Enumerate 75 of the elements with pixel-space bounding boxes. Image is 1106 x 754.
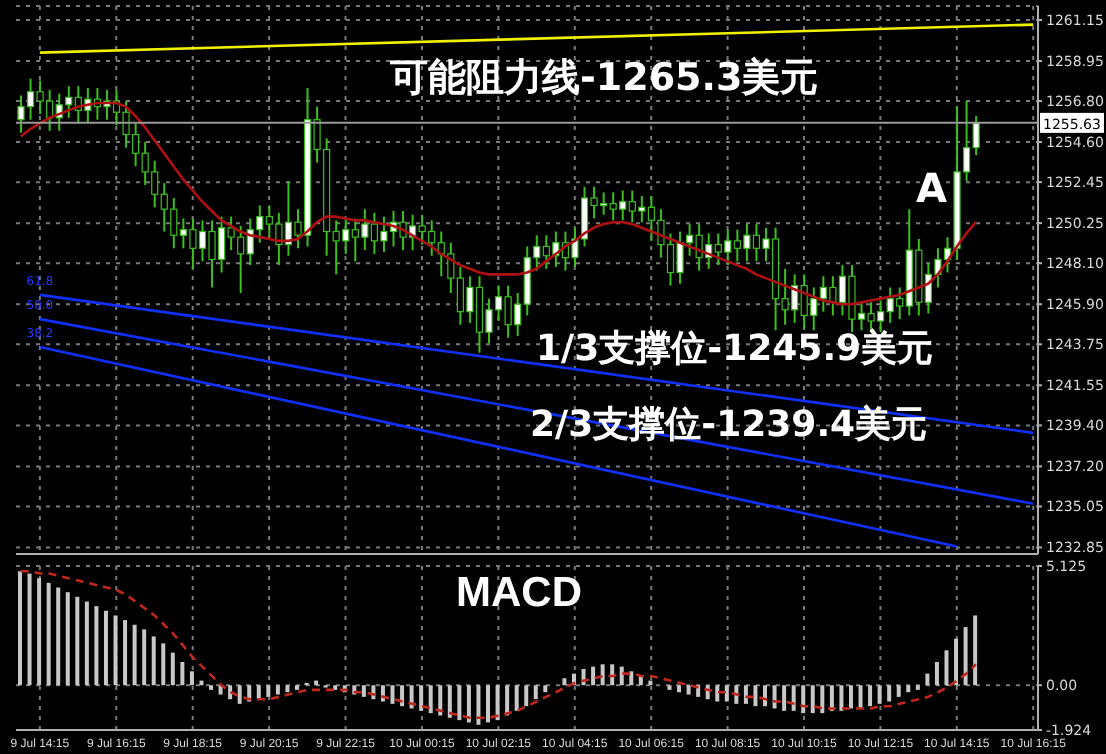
bar [132, 624, 137, 686]
bar [543, 685, 548, 693]
bar [600, 664, 605, 686]
bar [782, 685, 787, 711]
bar [142, 629, 147, 686]
bar [447, 685, 452, 718]
bar [753, 685, 758, 707]
bar [524, 685, 529, 707]
chart-title: MACD [454, 570, 584, 616]
bar [533, 685, 538, 700]
bar [810, 685, 815, 714]
annotation: 1/3支撑位-1245.9美元 [536, 328, 934, 370]
bar [103, 610, 108, 686]
bar [94, 606, 99, 686]
bar [428, 685, 433, 714]
bar [629, 671, 634, 686]
bar [256, 685, 261, 700]
bar [839, 685, 844, 711]
bar [228, 685, 233, 700]
bar [944, 650, 949, 686]
bar [963, 627, 968, 686]
bar [486, 685, 491, 723]
bar [677, 685, 682, 693]
bar [466, 685, 471, 723]
bar [715, 685, 720, 702]
bar [906, 685, 911, 693]
bar [266, 685, 271, 697]
bar [858, 685, 863, 709]
annotation: 可能阻力线-1265.3美元 [390, 56, 819, 100]
bar [27, 573, 32, 686]
bar [75, 596, 80, 686]
bar [237, 685, 242, 704]
bar [848, 685, 853, 709]
bar [801, 685, 806, 714]
bar [400, 685, 405, 707]
bar [954, 638, 959, 686]
bar [419, 685, 424, 711]
bar [887, 685, 892, 702]
bar [151, 636, 156, 686]
bar [18, 571, 22, 686]
bar [743, 685, 748, 704]
bar [180, 661, 185, 686]
bar [562, 678, 567, 686]
bar [791, 685, 796, 711]
bar [686, 685, 691, 695]
bar [113, 615, 118, 686]
line-series [19, 569, 978, 720]
bar [46, 582, 51, 686]
bar [877, 685, 882, 704]
bar [820, 685, 825, 714]
bar [189, 671, 194, 686]
bar [724, 685, 729, 702]
bar [457, 685, 462, 721]
bar [495, 685, 500, 721]
bar [868, 685, 873, 707]
bar [591, 666, 596, 686]
bar [973, 615, 978, 686]
bar [275, 685, 280, 695]
bar [123, 620, 128, 686]
annotation: A [916, 164, 947, 212]
bar [925, 673, 930, 686]
bar [161, 643, 166, 686]
bar [170, 652, 175, 686]
bar [514, 685, 519, 711]
bar [390, 685, 395, 704]
bar [84, 601, 89, 686]
bar [65, 592, 70, 686]
bar [37, 578, 42, 686]
bar [476, 685, 481, 725]
bar [285, 685, 290, 693]
bar [934, 661, 939, 686]
bar [896, 685, 901, 697]
bar [361, 685, 366, 697]
bar [438, 685, 443, 716]
bar [56, 587, 61, 686]
